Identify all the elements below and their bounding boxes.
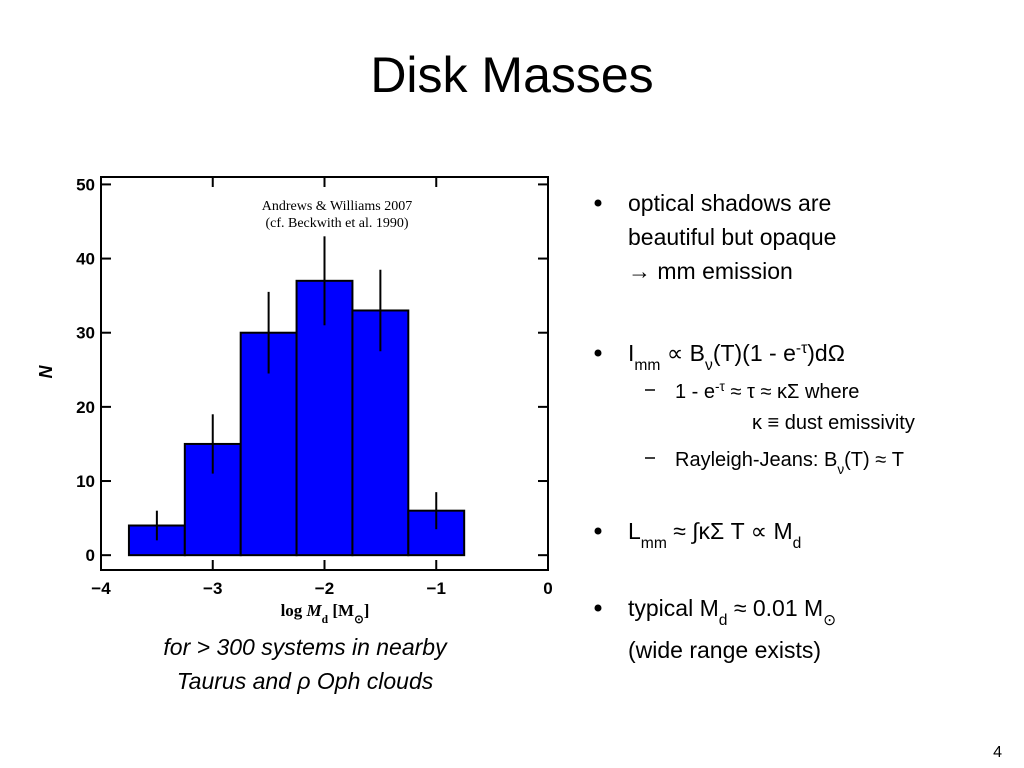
slide-title: Disk Masses [370, 47, 653, 103]
bullet-marker [594, 349, 602, 357]
text-run: Rayleigh-Jeans: B [675, 449, 837, 471]
x-tick-label: −1 [427, 579, 446, 598]
x-tick-label: 0 [543, 579, 552, 598]
y-tick-label: 30 [76, 324, 95, 343]
y-tick-label: 40 [76, 250, 95, 269]
sub-bullet-text: 1 - e-τ ≈ τ ≈ κΣ where [675, 379, 859, 404]
x-axis-label: log Md [M⊙] [281, 601, 370, 626]
text-run: κ ≡ dust emissivity [752, 412, 915, 434]
text-run: log [281, 601, 307, 620]
y-axis-label: N [36, 365, 56, 379]
caption: Taurus and ρ Oph clouds [177, 668, 434, 694]
bullet-text: optical shadows are [628, 190, 831, 216]
y-tick-label: 0 [86, 546, 95, 565]
text-run: ] [364, 601, 370, 620]
bullet-text: typical Md ≈ 0.01 M⊙ [628, 595, 836, 629]
text-run: ≈ ∫κΣ T ∝ M [667, 518, 793, 544]
page-number: 4 [993, 744, 1002, 761]
subscript: ⊙ [354, 613, 364, 626]
text-run: ∝ B [660, 340, 705, 366]
text-run: 1 - e [675, 381, 715, 403]
sub-bullet-text: κ ≡ dust emissivity [752, 412, 915, 434]
text-run: optical shadows are [628, 190, 831, 216]
subscript: mm [634, 357, 660, 374]
text-run: )dΩ [807, 340, 845, 366]
bullet-text: (wide range exists) [628, 637, 821, 663]
text-run: L [628, 518, 641, 544]
text-run: beautiful but opaque [628, 224, 836, 250]
subscript: ⊙ [823, 612, 836, 629]
subscript: d [322, 613, 329, 626]
bar [351, 309, 410, 557]
subscript: d [719, 612, 728, 629]
y-tick-label: 50 [76, 175, 95, 194]
caption: for > 300 systems in nearby [163, 634, 448, 660]
x-tick-label: −4 [91, 579, 111, 598]
bar [295, 279, 354, 557]
bullet-text: Imm ∝ Bν(T)(1 - e-τ)dΩ [628, 340, 845, 374]
text-run: (T) ≈ T [844, 449, 904, 471]
sub-bullet-text: Rayleigh-Jeans: Bν(T) ≈ T [675, 449, 904, 477]
bullet-text: Lmm ≈ ∫κΣ T ∝ Md [628, 518, 801, 552]
x-tick-label: −3 [203, 579, 222, 598]
text-run: I [628, 340, 634, 366]
text-run: (wide range exists) [628, 637, 821, 663]
bullet-marker [594, 527, 602, 535]
text-run: ≈ 0.01 M [727, 595, 823, 621]
text-run: → mm emission [628, 258, 793, 284]
subscript: mm [641, 535, 667, 552]
bullet-marker [594, 604, 602, 612]
superscript: -τ [796, 340, 808, 357]
text-run: ≈ τ ≈ κΣ where [725, 381, 859, 403]
bullet-marker [594, 199, 602, 207]
y-tick-label: 10 [76, 472, 95, 491]
annotation: (cf. Beckwith et al. 1990) [265, 216, 408, 231]
subscript: d [793, 535, 802, 552]
annotation: Andrews & Williams 2007 [262, 199, 412, 214]
text-run: [M [328, 601, 354, 620]
subscript: ν [837, 462, 844, 477]
bullet-text: → mm emission [628, 258, 793, 284]
y-tick-label: 20 [76, 398, 95, 417]
bullet-text: beautiful but opaque [628, 224, 836, 250]
text-run: typical M [628, 595, 719, 621]
x-tick-label: −2 [315, 579, 334, 598]
subscript: ν [705, 357, 713, 374]
superscript: -τ [715, 379, 726, 394]
text-run: (T)(1 - e [713, 340, 796, 366]
italic-run: M [306, 601, 323, 620]
